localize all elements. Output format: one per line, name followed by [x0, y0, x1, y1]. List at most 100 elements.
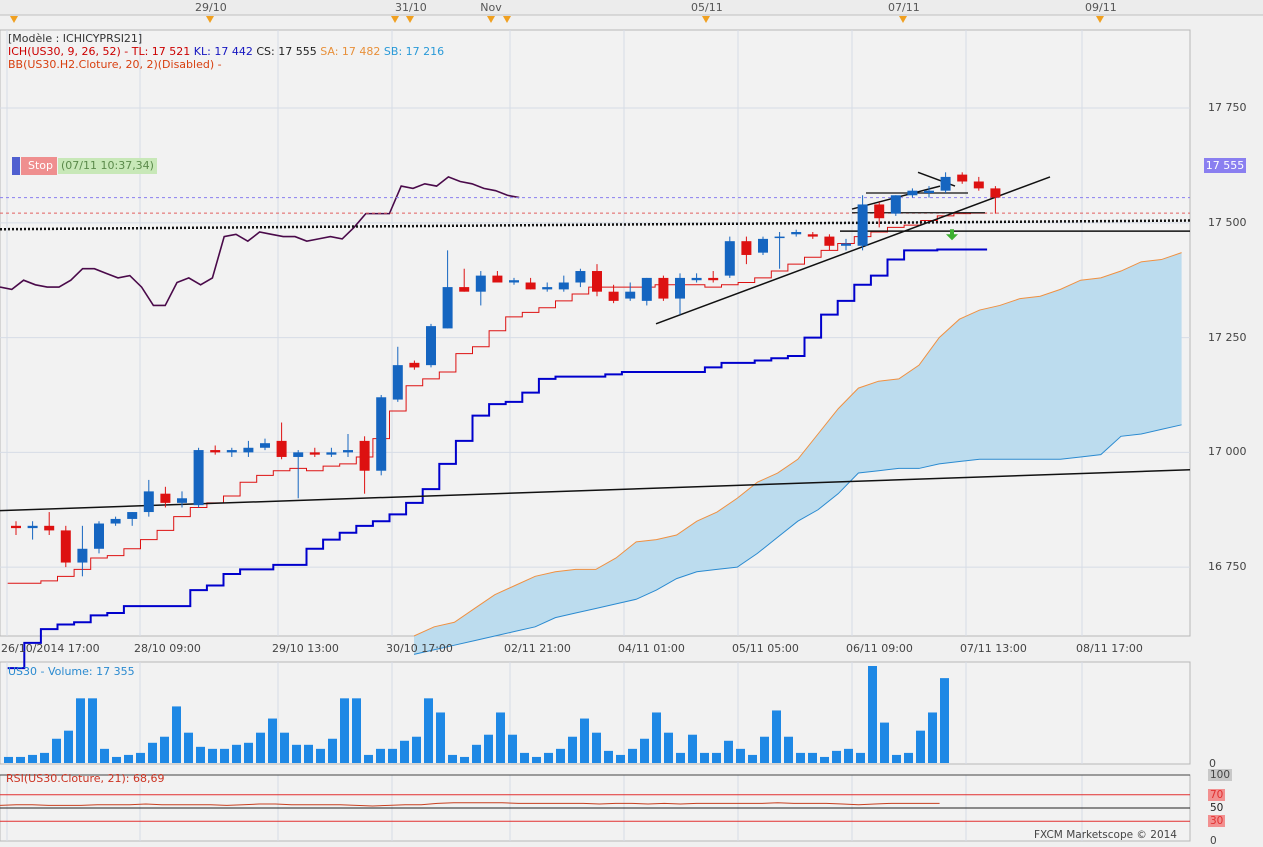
top-date-4: 07/11: [888, 1, 920, 14]
candle-body: [940, 176, 951, 191]
date-marker-2: [391, 16, 399, 23]
volume-bar: [772, 710, 781, 763]
bb-legend: BB(US30.H2.Cloture, 20, 2)(Disabled) -: [8, 58, 222, 71]
price-tick-3: 17 000: [1208, 445, 1247, 459]
volume-bar: [844, 748, 853, 763]
candle-body: [143, 491, 154, 513]
volume-bar: [496, 712, 505, 763]
volume-bar: [112, 756, 121, 763]
candle-body: [11, 525, 21, 529]
volume-bar: [268, 718, 277, 763]
volume-bar: [424, 698, 433, 763]
candle-body: [625, 291, 636, 299]
candle-body: [592, 271, 602, 292]
candle-body: [343, 450, 353, 453]
current-price-badge: 17 555: [1204, 158, 1246, 173]
cs-value: CS: 17 555: [256, 45, 317, 58]
candle-body: [276, 440, 287, 457]
rsi-label: RSI(US30.Cloture, 21): 68,69: [6, 772, 165, 785]
volume-bar: [904, 752, 913, 763]
candle-body: [708, 277, 719, 281]
volume-bar: [652, 712, 661, 763]
candle-body: [575, 271, 586, 283]
stop-order-marker[interactable]: Stop (07/11 10:37,34): [12, 157, 162, 175]
volume-bar: [64, 730, 73, 763]
candle-body: [243, 447, 254, 453]
candle-body: [758, 238, 768, 253]
volume-bar: [124, 754, 133, 763]
kijun-sen: [7, 248, 988, 670]
candle-body: [392, 365, 403, 400]
volume-bar: [196, 746, 205, 763]
candle-body: [990, 188, 1001, 198]
volume-bar: [724, 740, 733, 763]
sb-value: SB: 17 216: [383, 45, 445, 58]
candle-body: [359, 440, 370, 471]
volume-bar: [916, 730, 925, 763]
overlay-rsi-line: [0, 175, 520, 307]
tenkan-sen: [7, 212, 988, 584]
stop-order-handle[interactable]: [12, 157, 20, 175]
volume-bar: [340, 698, 349, 763]
time-tick-3: 30/10 17:00: [386, 642, 453, 655]
volume-bar: [244, 742, 253, 763]
rsi-tick-100: 100: [1208, 769, 1233, 781]
volume-bar: [232, 744, 241, 763]
tl-value: TL: 17 521: [131, 45, 191, 58]
date-marker-6: [702, 16, 710, 23]
candle-body: [293, 452, 304, 457]
volume-bar: [796, 752, 805, 763]
candle-body: [309, 452, 320, 455]
volume-bar: [700, 752, 709, 763]
candle-body: [409, 362, 420, 368]
volume-bar: [352, 698, 361, 763]
candle-body: [558, 282, 569, 290]
candle-body: [641, 277, 652, 301]
volume-bar: [436, 712, 445, 763]
volume-bar: [400, 740, 409, 763]
volume-bar: [556, 748, 565, 763]
volume-bar: [88, 698, 97, 763]
volume-bar: [316, 748, 325, 763]
volume-bar: [640, 738, 649, 763]
candle-body: [77, 548, 88, 563]
volume-bar: [292, 744, 301, 763]
model-label: [Modèle : ICHICYPRSI21]: [8, 32, 143, 45]
volume-bar: [208, 748, 217, 763]
candle-body: [160, 493, 171, 503]
time-tick-8: 07/11 13:00: [960, 642, 1027, 655]
date-marker-3: [406, 16, 414, 23]
ichimoku-legend: ICH(US30, 9, 26, 52) - TL: 17 521 KL: 17…: [8, 45, 444, 58]
stop-label: Stop: [21, 157, 58, 175]
volume-bar: [28, 754, 37, 763]
candle-body: [857, 204, 868, 246]
price-tick-1: 17 500: [1208, 215, 1247, 229]
top-date-0: 29/10: [195, 1, 227, 14]
volume-bar: [364, 754, 373, 763]
candle-body: [675, 277, 685, 299]
candle-body: [326, 452, 337, 455]
rsi-tick-70: 70: [1208, 788, 1226, 801]
volume-bar: [472, 744, 481, 763]
volume-bar: [544, 752, 553, 763]
candle-body: [94, 523, 104, 549]
volume-bar: [592, 732, 601, 763]
volume-bar: [784, 736, 793, 763]
volume-bar: [136, 752, 145, 763]
candle-body: [973, 181, 984, 189]
volume-bar: [712, 752, 721, 763]
time-tick-7: 06/11 09:00: [846, 642, 913, 655]
candle-body: [658, 277, 669, 299]
candle-body: [608, 291, 619, 301]
candle-body: [260, 443, 270, 448]
candle-body: [426, 326, 436, 366]
date-marker-4: [487, 16, 495, 23]
volume-bar: [940, 678, 949, 763]
date-marker-0: [10, 16, 18, 23]
price-tick-2: 17 250: [1208, 330, 1247, 344]
top-date-3: 05/11: [691, 1, 723, 14]
time-tick-5: 04/11 01:00: [618, 642, 685, 655]
volume-bar: [604, 750, 613, 763]
sa-value: SA: 17 482: [320, 45, 381, 58]
